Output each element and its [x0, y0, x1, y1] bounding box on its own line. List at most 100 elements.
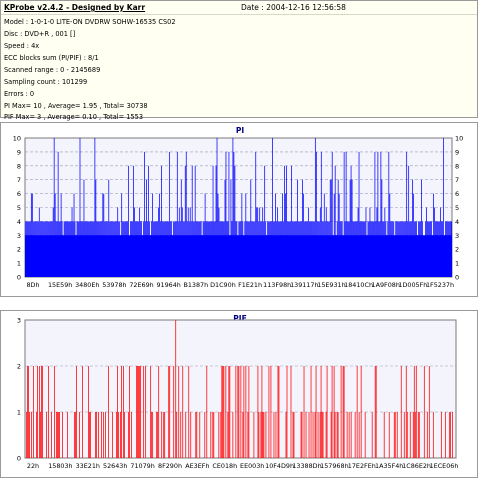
- data-bar: [240, 366, 242, 458]
- data-bar: [56, 412, 57, 458]
- data-bar: [348, 412, 350, 458]
- data-bar: [334, 165, 336, 277]
- y-tick-label-right: 4: [455, 218, 459, 226]
- data-bar: [108, 179, 110, 277]
- data-bar: [194, 165, 196, 277]
- data-bar: [286, 165, 287, 277]
- data-bar: [345, 151, 347, 277]
- data-bar: [302, 179, 303, 277]
- y-tick-label: 9: [17, 148, 21, 156]
- pif-chart: PIF 0 1 2 3 22h 15803h 33E21h 52643h 71079h 8F290h…: [0, 310, 478, 478]
- data-bar: [150, 366, 152, 458]
- data-bar: [406, 412, 408, 458]
- data-bar-band: [25, 235, 452, 277]
- data-bar: [285, 412, 287, 458]
- data-bar: [440, 412, 442, 458]
- data-bar: [204, 412, 206, 458]
- x-tick-label: 1D005Fh: [398, 281, 427, 289]
- data-bar: [336, 412, 338, 458]
- chart-title: PIF: [233, 314, 246, 323]
- data-bar: [403, 412, 405, 458]
- data-bar: [225, 151, 227, 277]
- data-bar: [103, 412, 104, 458]
- data-bar: [40, 412, 41, 458]
- data-bar: [59, 412, 60, 458]
- data-bar: [163, 412, 165, 458]
- data-bar: [262, 412, 264, 458]
- data-bar: [286, 366, 288, 458]
- data-bar: [418, 412, 420, 458]
- data-bar: [148, 165, 149, 277]
- info-errors: Errors : 0: [4, 90, 35, 98]
- data-bar: [349, 179, 351, 277]
- data-bar: [449, 412, 451, 458]
- x-tick-label: 157968h: [320, 462, 348, 470]
- data-bar: [53, 138, 55, 277]
- data-bar: [225, 366, 227, 458]
- data-bar: [320, 366, 322, 458]
- x-tick-label: CE018h: [212, 462, 237, 470]
- data-bar: [216, 138, 218, 277]
- data-bar: [247, 412, 249, 458]
- data-bar: [79, 138, 81, 277]
- data-bar: [284, 165, 285, 277]
- data-bar: [393, 412, 395, 458]
- info-scanned-range: Scanned range : 0 - 2145689: [4, 66, 101, 74]
- data-bar: [248, 366, 250, 458]
- x-tick-label: 15803h: [48, 462, 72, 470]
- data-bar: [128, 165, 130, 277]
- data-bar: [128, 412, 129, 458]
- data-bar: [383, 412, 385, 458]
- data-bar: [36, 412, 37, 458]
- data-bar: [140, 366, 142, 458]
- data-bar: [105, 412, 106, 458]
- x-tick-label: 113F98h: [263, 281, 291, 289]
- data-bar: [173, 366, 175, 458]
- data-bar: [230, 179, 232, 277]
- data-bar: [415, 366, 417, 458]
- data-bar: [121, 366, 122, 458]
- data-bar: [139, 366, 141, 458]
- data-bar: [374, 151, 376, 277]
- data-bar: [412, 179, 414, 277]
- info-pi-summary: PI Max= 10 , Average= 1.95 , Total= 3073…: [4, 102, 148, 110]
- data-bar: [413, 366, 415, 458]
- data-bar: [405, 366, 407, 458]
- x-tick-label: 15E931h: [317, 281, 345, 289]
- y-tick-label: 10: [13, 135, 21, 143]
- y-tick-label: 0: [17, 274, 21, 282]
- data-bar: [82, 366, 83, 458]
- data-bar: [330, 179, 332, 277]
- data-bar: [46, 412, 47, 458]
- x-tick-label: 1A9F08h: [372, 281, 400, 289]
- data-bar: [394, 412, 396, 458]
- data-bar: [331, 366, 333, 458]
- data-bar: [221, 366, 223, 458]
- data-bar: [305, 412, 307, 458]
- data-bar: [232, 138, 234, 277]
- data-bar: [408, 165, 410, 277]
- data-bar: [151, 412, 153, 458]
- data-bar: [270, 366, 272, 458]
- data-bar: [343, 366, 345, 458]
- data-bar: [229, 366, 231, 458]
- data-bar: [358, 412, 360, 458]
- data-bar: [180, 179, 182, 277]
- info-panel: KProbe v2.4.2 - Designed by Karr Date : …: [0, 0, 478, 121]
- y-tick-label: 1: [17, 260, 21, 268]
- data-bar: [169, 366, 171, 458]
- data-bar: [124, 412, 125, 458]
- data-bar: [83, 179, 85, 277]
- data-bar: [96, 412, 97, 458]
- x-tick-label: AE3EFh: [185, 462, 209, 470]
- data-bar: [260, 412, 262, 458]
- data-bar: [364, 412, 366, 458]
- data-bar: [176, 412, 178, 458]
- y-tick-label-right: 5: [455, 204, 459, 212]
- data-bar: [331, 151, 333, 277]
- data-bar: [417, 412, 419, 458]
- data-bar: [178, 366, 180, 458]
- x-tick-label: 1ECE06h: [430, 462, 459, 470]
- data-bar: [190, 412, 192, 458]
- data-bar: [268, 366, 270, 458]
